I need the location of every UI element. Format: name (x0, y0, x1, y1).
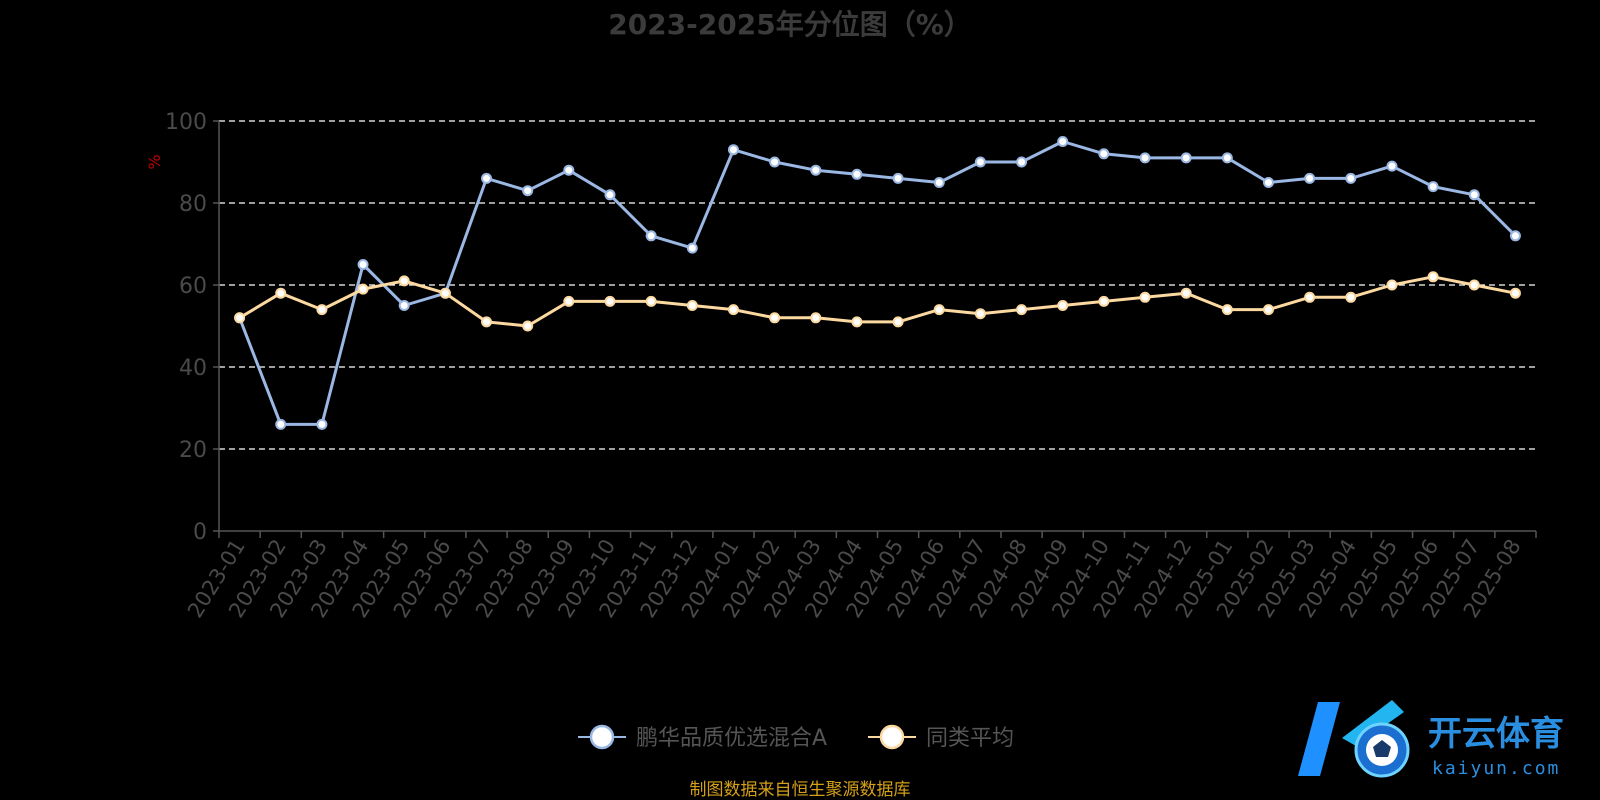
y-tick-label: 100 (165, 110, 207, 135)
data-point[interactable] (357, 283, 369, 295)
data-point[interactable] (1262, 177, 1274, 188)
logo-k-icon (1298, 700, 1410, 778)
logo-domain-text: kaiyun.com (1432, 758, 1560, 779)
data-point[interactable] (892, 172, 904, 184)
data-point[interactable] (974, 308, 986, 320)
y-tick-label: 60 (179, 274, 207, 299)
data-point[interactable] (686, 300, 698, 311)
data-point[interactable] (1221, 152, 1233, 164)
data-point[interactable] (522, 185, 534, 197)
series-lines (234, 136, 1521, 430)
data-point[interactable] (727, 144, 739, 156)
data-point[interactable] (1180, 152, 1192, 164)
data-point[interactable] (1221, 304, 1233, 316)
data-point[interactable] (604, 295, 616, 307)
legend-average-label: 同类平均 (926, 726, 1014, 751)
data-point[interactable] (316, 418, 328, 430)
data-point[interactable] (1386, 160, 1398, 172)
data-point[interactable] (1098, 148, 1110, 160)
y-tick-label: 40 (179, 356, 207, 381)
series-line-0 (238, 140, 1517, 426)
data-point[interactable] (769, 156, 781, 168)
data-point[interactable] (892, 316, 904, 328)
data-point[interactable] (275, 287, 287, 299)
y-tick-label: 0 (193, 520, 207, 545)
data-point[interactable] (316, 304, 328, 316)
data-point[interactable] (1427, 181, 1439, 193)
data-point[interactable] (481, 172, 493, 184)
data-point[interactable] (1057, 136, 1069, 147)
data-point[interactable] (1509, 287, 1521, 299)
data-point[interactable] (439, 287, 451, 299)
data-point[interactable] (1057, 300, 1069, 311)
legend: 鹏华品质优选混合A 同类平均 (578, 724, 1014, 751)
data-point[interactable] (810, 312, 822, 324)
data-point[interactable] (604, 189, 616, 201)
data-point[interactable] (1509, 230, 1521, 242)
series-line-1 (238, 275, 1516, 328)
data-point[interactable] (1345, 172, 1357, 184)
data-point[interactable] (933, 177, 945, 188)
legend-item-fund[interactable]: 鹏华品质优选混合A (578, 724, 827, 751)
data-point[interactable] (1304, 291, 1316, 303)
data-point[interactable] (1468, 279, 1480, 291)
data-point[interactable] (1016, 156, 1028, 168)
data-point[interactable] (1139, 291, 1151, 303)
data-point[interactable] (398, 275, 410, 287)
data-point[interactable] (686, 242, 698, 254)
data-point[interactable] (275, 418, 287, 430)
legend-fund-label: 鹏华品质优选混合A (636, 726, 827, 751)
data-point[interactable] (810, 164, 822, 176)
data-point[interactable] (851, 316, 863, 328)
data-point[interactable] (974, 156, 986, 168)
data-point[interactable] (1262, 304, 1274, 316)
data-point[interactable] (1468, 189, 1480, 201)
data-point[interactable] (1016, 304, 1028, 316)
data-point[interactable] (1345, 291, 1357, 303)
legend-fund-marker (589, 724, 615, 750)
data-point[interactable] (522, 320, 534, 332)
x-tick-labels: 2023-012023-022023-032023-042023-052023-… (183, 535, 1526, 622)
data-point[interactable] (563, 164, 575, 176)
data-point[interactable] (1098, 295, 1110, 307)
data-point[interactable] (645, 295, 657, 307)
data-point[interactable] (1304, 172, 1316, 184)
data-point[interactable] (398, 300, 410, 311)
logo-brand-text: 开云体育 (1428, 714, 1564, 754)
data-point[interactable] (234, 312, 246, 324)
data-point[interactable] (1139, 152, 1151, 164)
y-tick-label: 80 (179, 192, 207, 217)
y-axis-unit-label: % (145, 154, 164, 169)
legend-item-average[interactable]: 同类平均 (868, 724, 1014, 751)
data-point[interactable] (727, 304, 739, 316)
data-point[interactable] (1386, 279, 1398, 291)
data-point[interactable] (563, 295, 575, 307)
watermark-logo: 开云体育 kaiyun.com (1298, 700, 1564, 779)
axes (213, 120, 1537, 538)
data-source-note: 制图数据来自恒生聚源数据库 (690, 780, 911, 800)
data-point[interactable] (851, 168, 863, 180)
y-tick-label: 20 (179, 438, 207, 463)
y-tick-labels: 0 20 40 60 80 100 (165, 110, 207, 545)
data-point[interactable] (645, 230, 657, 242)
data-point[interactable] (1427, 271, 1439, 283)
data-point[interactable] (769, 312, 781, 324)
data-point[interactable] (933, 304, 945, 316)
chart-title: 2023-2025年分位图（%） (608, 8, 972, 41)
data-point[interactable] (1180, 287, 1192, 299)
data-point[interactable] (357, 259, 369, 270)
data-point[interactable] (481, 316, 493, 328)
legend-average-marker (879, 724, 905, 750)
